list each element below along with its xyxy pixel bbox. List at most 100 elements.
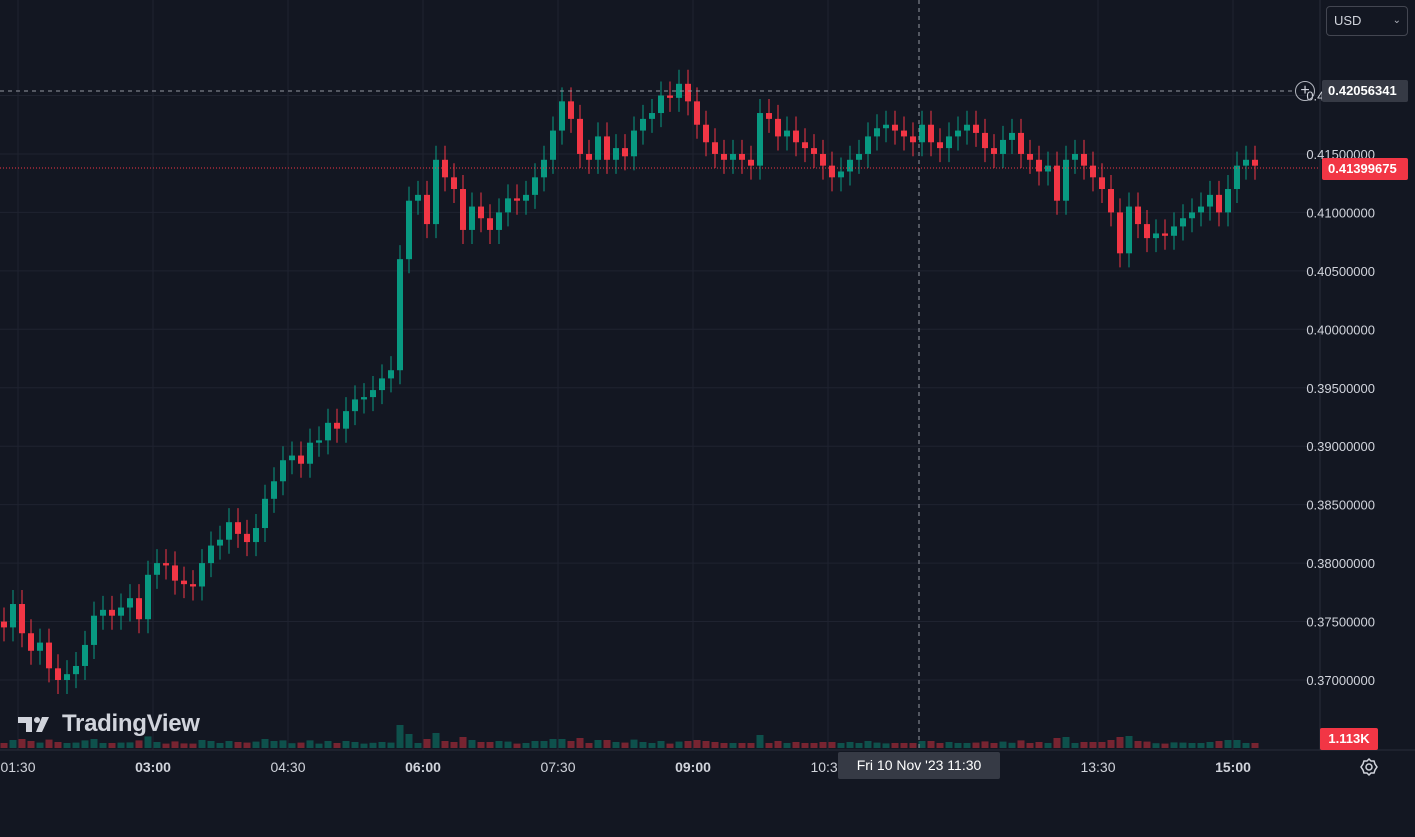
volume-bar (711, 742, 719, 748)
candle-body (334, 422, 340, 429)
volume-bar (630, 739, 638, 748)
candle-body (802, 142, 808, 149)
volume-bar (1134, 741, 1142, 748)
candle-body (838, 171, 844, 178)
volume-bar (459, 737, 467, 748)
volume-bar (567, 741, 575, 748)
candle-body (370, 390, 376, 398)
candle-body (703, 124, 709, 143)
volume-bar (756, 735, 764, 748)
volume-bar (900, 743, 908, 748)
volume-bar (1116, 737, 1124, 748)
volume-bar (612, 742, 620, 748)
volume-bar (1233, 740, 1241, 748)
volume-bar (792, 742, 800, 748)
volume-bar (153, 742, 161, 748)
volume-bar (297, 742, 305, 748)
volume-bar (1044, 743, 1052, 748)
volume-bar (486, 742, 494, 748)
volume-bar (1035, 742, 1043, 748)
volume-bar (702, 741, 710, 748)
candle-body (307, 442, 313, 464)
volume-bar (54, 742, 62, 748)
candle-body (865, 136, 871, 154)
volume-bar (189, 743, 197, 748)
volume-bar (513, 743, 521, 748)
add-alert-plus-button[interactable]: + (1295, 81, 1315, 101)
candle-body (226, 522, 232, 540)
volume-bar (729, 743, 737, 748)
time-axis[interactable]: 01:30 03:00 04:30 06:00 07:30 09:00 10:30 13:30… (0, 759, 1251, 775)
volume-bar (1062, 737, 1070, 748)
volume-bar (45, 739, 53, 748)
volume-bar (954, 743, 962, 748)
volume-label: 1.113K (1320, 728, 1378, 750)
candle-body (82, 644, 88, 666)
price-tick-label: 0.41000000 (1306, 205, 1375, 220)
volume-bar (1188, 743, 1196, 748)
volume-bar (963, 743, 971, 748)
volume-bar (936, 743, 944, 748)
volume-bar (1125, 736, 1133, 748)
candle-body (109, 609, 115, 616)
volume-bars (0, 725, 1259, 748)
candle-body (1099, 177, 1105, 190)
volume-bar (144, 736, 152, 748)
candle-body (325, 422, 331, 441)
volume-bar (1251, 742, 1259, 748)
candle-body (505, 198, 511, 213)
candle-body (190, 584, 196, 587)
candle-body (640, 118, 646, 131)
volume-bar (477, 742, 485, 748)
volume-bar (279, 740, 287, 748)
candle-body (694, 101, 700, 125)
candle-body (541, 159, 547, 178)
candle-body (217, 539, 223, 546)
candle-body (856, 153, 862, 160)
volume-bar (540, 741, 548, 748)
settings-gear-icon[interactable] (1358, 756, 1380, 778)
candle-body (1171, 226, 1177, 236)
candle-body (469, 206, 475, 230)
candle-body (604, 136, 610, 160)
candle-body (1054, 165, 1060, 201)
candle-body (415, 194, 421, 201)
volume-bar (315, 743, 323, 748)
time-tick-label: 10:30 (810, 759, 845, 775)
volume-bar (252, 741, 260, 748)
candle-body (172, 565, 178, 581)
last-price-label: 0.41399675 (1322, 158, 1408, 180)
volume-bar (657, 741, 665, 748)
candle-body (100, 609, 106, 616)
candle-body (514, 198, 520, 201)
candle-body (145, 574, 151, 620)
volume-bar (1107, 740, 1115, 748)
candle-body (235, 522, 241, 534)
candle-body (64, 674, 70, 680)
volume-bar (1008, 742, 1016, 748)
volume-bar (1197, 743, 1205, 748)
volume-bar (765, 743, 773, 748)
volume-bar (603, 740, 611, 748)
candle-body (1243, 159, 1249, 166)
volume-bar (1152, 743, 1160, 748)
candle-body (1162, 233, 1168, 236)
candle-body (550, 130, 556, 160)
candle-body (316, 440, 322, 443)
volume-bar (810, 743, 818, 748)
candle-body (1135, 206, 1141, 225)
candle-body (1045, 165, 1051, 172)
time-tick-label: 04:30 (270, 759, 305, 775)
volume-bar (27, 741, 35, 748)
candle-body (595, 136, 601, 160)
candle-body (622, 148, 628, 157)
candle-body (847, 159, 853, 172)
candle-body (757, 113, 763, 166)
volume-bar (198, 740, 206, 748)
volume-bar (882, 743, 890, 748)
candle-body (1063, 159, 1069, 201)
currency-selector[interactable]: USD ⌄ (1326, 6, 1408, 36)
candle-body (919, 124, 925, 143)
volume-bar (747, 743, 755, 748)
